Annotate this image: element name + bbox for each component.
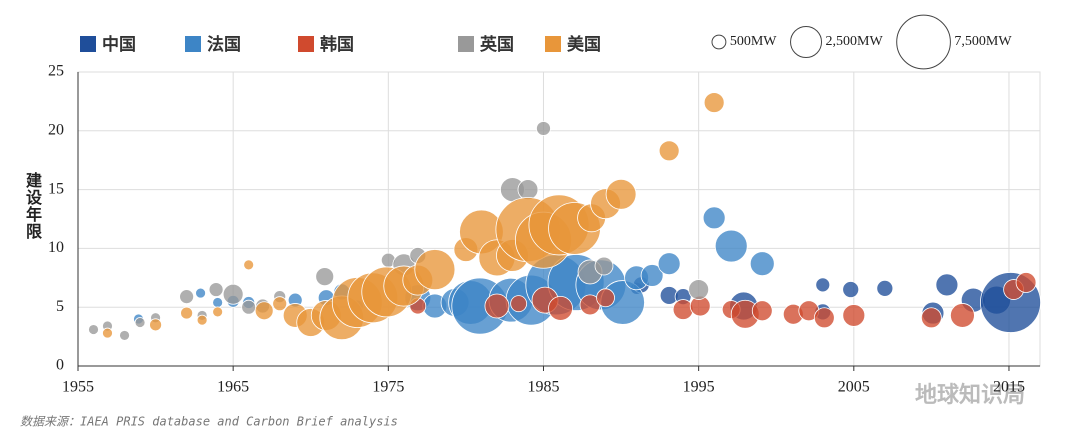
size-legend-circle [711,34,727,50]
bubble [195,287,206,299]
bubble [813,307,835,329]
bubble [876,279,894,297]
bubble [657,252,681,276]
bubble [149,318,162,332]
size-legend-label: 2,500MW [826,34,884,49]
bubble [510,295,528,313]
bubble [88,324,99,335]
bubble [596,288,615,308]
bubble [222,283,244,305]
x-tick-label: 1975 [372,379,404,396]
legend-swatch [185,36,201,52]
x-tick-label: 2015 [993,379,1025,396]
bubble [950,303,975,328]
bubble [1015,272,1037,293]
bubble [935,273,959,297]
size-legend-circle [896,14,951,70]
y-axis-label: 建设年限 [23,172,42,240]
y-tick-label: 20 [48,121,64,138]
legend-swatch [545,36,561,52]
x-tick-label: 1955 [62,379,94,396]
bubble [815,277,831,293]
bubble [180,306,194,320]
bubble [517,179,539,200]
watermark: 地球知识局 [915,382,1025,408]
bubble [208,282,224,297]
legend-label: 英国 [480,34,514,55]
bubble [594,256,614,276]
bubble [243,259,255,271]
x-tick-label: 2005 [838,379,870,396]
bubble [119,330,130,341]
y-tick-label: 10 [48,239,64,256]
bubble [196,314,208,326]
x-tick-label: 1995 [683,379,715,396]
size-legend-label: 500MW [730,34,777,49]
bubble [179,289,195,305]
legend-label: 法国 [207,34,241,55]
legend-label: 韩国 [320,34,354,55]
bubble [688,279,710,300]
bubble [272,296,288,312]
y-tick-label: 0 [56,357,64,374]
bubble [254,301,274,321]
bubble [842,304,866,327]
size-legend-label: 7,500MW [954,34,1012,49]
bubble [414,249,456,291]
bubble [212,297,224,308]
x-tick-label: 1985 [527,379,559,396]
bubble [714,229,748,263]
bubble [749,251,775,277]
bubble [548,295,573,321]
bubble [842,281,860,298]
bubble [920,307,942,329]
bubble [702,206,726,230]
y-tick-label: 25 [48,63,64,80]
legend-swatch [80,36,96,52]
bubble [134,317,146,328]
y-tick-label: 15 [48,180,64,197]
bubble [605,178,637,210]
source: 数据来源：IAEA PRIS database and Carbon Brief… [20,415,398,429]
bubble [484,293,510,319]
bubble [751,300,773,322]
bubble [102,327,113,339]
size-legend-circle [790,26,823,58]
x-tick-label: 1965 [217,379,249,396]
legend-label: 中国 [102,34,136,55]
bubbles [88,92,1041,341]
legend-swatch [298,36,314,52]
legend-label: 美国 [567,34,601,55]
bubble [672,299,694,320]
y-tick-label: 5 [56,298,64,315]
bubble [212,306,224,318]
bubble [703,92,725,113]
bubble [658,140,680,162]
bubble [241,299,257,315]
bubble [315,267,335,287]
bubble [536,121,551,136]
legend-swatch [458,36,474,52]
bubble [640,264,664,287]
